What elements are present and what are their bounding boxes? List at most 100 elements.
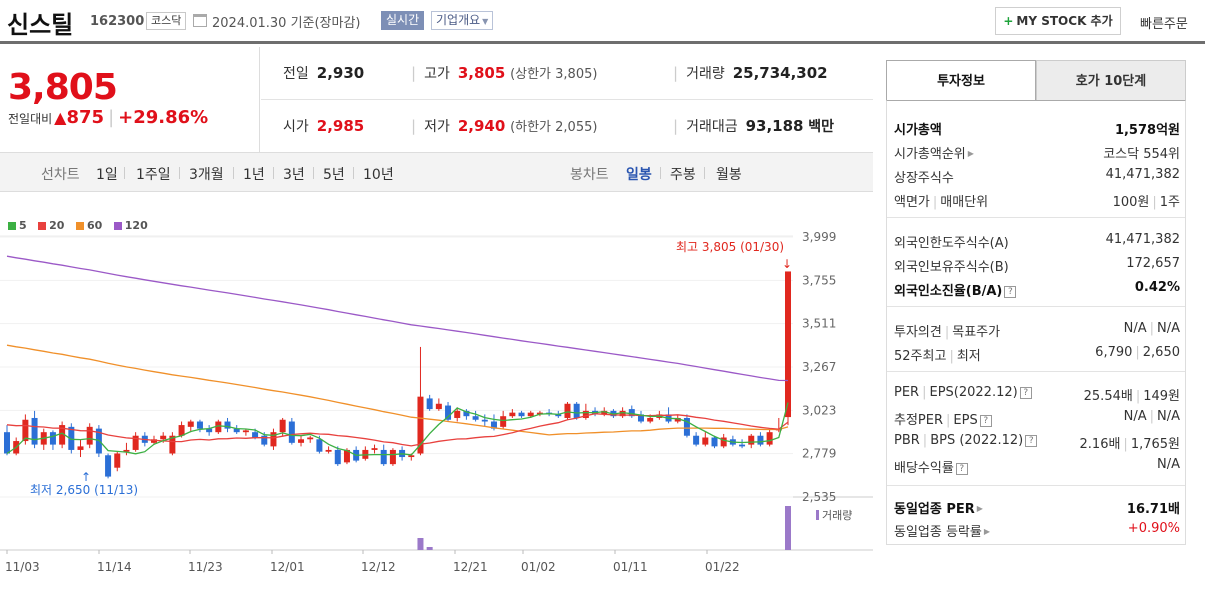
divider (887, 217, 1185, 218)
row-value: N/A | N/A (1123, 321, 1180, 336)
candle-body (500, 416, 507, 427)
ma20-line (6, 413, 789, 447)
divider (704, 167, 705, 179)
stat-high: | 고가 3,805 (상한가 3,805) (411, 63, 597, 83)
current-price: 3,805 (8, 67, 118, 108)
row-market-cap: 시가총액 1,578억원 (894, 119, 1180, 138)
stat-value: 2,985 (316, 117, 365, 135)
row-foreign-limit: 외국인한도주식수(A) 41,471,382 (894, 232, 1180, 251)
x-tick-label: 01/11 (613, 560, 648, 574)
tab-orderbook[interactable]: 호가 10단계 (1036, 60, 1186, 101)
candle-body (49, 432, 56, 445)
row-label: 외국인소진율(B/A) (894, 284, 1003, 299)
period-1w[interactable]: 1주일 (136, 167, 171, 183)
row-label: 외국인보유주식수(B) (894, 260, 1009, 275)
caret-right-icon: ▶ (967, 149, 974, 158)
price-chart[interactable]: 3,999 3,755 3,511 3,267 3,023 2,779 2,535 최고 3,… (0, 192, 873, 598)
candle-chart-label: 봉차트 (570, 167, 609, 183)
candle-body (160, 435, 167, 440)
row-value: 172,657 (1126, 256, 1180, 271)
row-value: 25.54배 | 149원 (1083, 389, 1180, 404)
candle-body (490, 421, 497, 429)
tab-investment-info[interactable]: 투자정보 (886, 60, 1036, 101)
low-annotation: 최저 2,650 (11/13) (30, 483, 138, 497)
quick-order-link[interactable]: 빠른주문 (1140, 17, 1188, 32)
candle-body (334, 449, 341, 465)
x-tick-label: 12/21 (453, 560, 488, 574)
row-market-cap-rank: 시가총액순위 ▶ 코스닥 554위 (894, 143, 1180, 162)
row-sector-per: 동일업종 PER ▶ 16.71배 (894, 498, 1180, 517)
candle-body (86, 426, 93, 445)
candle-body (766, 432, 773, 445)
candle-body (288, 421, 295, 443)
ma5-line (6, 402, 789, 456)
help-icon[interactable]: ? (1004, 286, 1017, 298)
row-pbr: PBR | BPS (2022.12)? 2.16배 | 1,765원 (894, 433, 1180, 452)
x-tick-label: 12/01 (270, 560, 305, 574)
x-tick-label: 11/23 (188, 560, 223, 574)
period-10y[interactable]: 10년 (363, 167, 394, 183)
candle-daily[interactable]: 일봉 (626, 167, 652, 183)
help-icon[interactable]: ? (955, 463, 968, 475)
price-change-row: 전일대비 ▲875 | +29.86% (8, 107, 208, 128)
candle-body (628, 409, 635, 417)
period-1y[interactable]: 1년 (243, 167, 265, 183)
row-dividend: 배당수익률? N/A (894, 457, 1180, 476)
candle-body (435, 403, 442, 410)
divider (233, 167, 234, 179)
y-tick-label: 3,755 (802, 273, 836, 287)
period-3m[interactable]: 3개월 (189, 167, 224, 183)
help-icon[interactable]: ? (1025, 435, 1038, 447)
divider: | (411, 117, 417, 135)
row-value: 2.16배 | 1,765원 (1079, 437, 1180, 452)
stat-value: 93,188 (745, 117, 804, 135)
candle-body (215, 421, 222, 433)
ma120-line (6, 255, 789, 382)
row-label: BPS (2022.12) (930, 433, 1024, 448)
period-5y[interactable]: 5년 (323, 167, 345, 183)
candle-body (298, 439, 305, 443)
stat-low: | 저가 2,940 (하한가 2,055) (411, 116, 597, 136)
side-body: 시가총액 1,578억원 시가총액순위 ▶ 코스닥 554위 상장주식수 41,471,… (886, 100, 1186, 545)
row-label: EPS(2022.12) (929, 385, 1018, 400)
company-overview-dropdown[interactable]: 기업개요 ▼ (431, 11, 494, 30)
my-stock-add-button[interactable]: + MY STOCK 추가 (995, 7, 1121, 35)
stat-label: 거래량 (686, 66, 725, 82)
row-label[interactable]: 동일업종 등락률 (894, 525, 982, 540)
company-overview-label: 기업개요 (436, 13, 481, 27)
row-label: 목표주가 (952, 325, 1001, 340)
row-label[interactable]: 시가총액순위 (894, 147, 966, 162)
side-tabs: 투자정보 호가 10단계 (886, 60, 1186, 101)
candle-body (408, 455, 415, 458)
down-arrow-icon: ↓ (782, 257, 792, 271)
row-label: 시가총액 (894, 123, 942, 138)
period-3y[interactable]: 3년 (283, 167, 305, 183)
candle-weekly[interactable]: 주봉 (670, 167, 696, 183)
row-par-unit: 액면가 | 매매단위 100원 | 1주 (894, 191, 1180, 210)
plus-icon: + (1003, 14, 1014, 28)
volume-legend-swatch (816, 510, 819, 520)
candle-body (527, 412, 534, 417)
help-icon[interactable]: ? (1019, 387, 1032, 399)
period-1d[interactable]: 1일 (96, 167, 118, 183)
candle-monthly[interactable]: 월봉 (716, 167, 742, 183)
x-tick-label: 12/12 (361, 560, 396, 574)
calendar-icon (193, 14, 207, 27)
line-chart-label: 선차트 (41, 167, 80, 183)
my-stock-label: MY STOCK 추가 (1016, 14, 1113, 28)
high-annotation: 최고 3,805 (01/30) (676, 240, 784, 254)
row-label: PBR (894, 433, 920, 448)
divider: | (108, 107, 115, 128)
realtime-button[interactable]: 실시간 (381, 11, 425, 30)
candle-body (573, 403, 580, 418)
row-label[interactable]: 동일업종 PER (894, 502, 975, 517)
row-value: 6,790 | 2,650 (1095, 345, 1180, 360)
divider (887, 371, 1185, 372)
candle-body (325, 449, 332, 452)
candle-body (637, 414, 644, 422)
candle-body (739, 444, 746, 447)
divider (179, 167, 180, 179)
candle-body (463, 410, 470, 417)
help-icon[interactable]: ? (979, 415, 992, 427)
row-value: 코스닥 554위 (1103, 147, 1180, 162)
